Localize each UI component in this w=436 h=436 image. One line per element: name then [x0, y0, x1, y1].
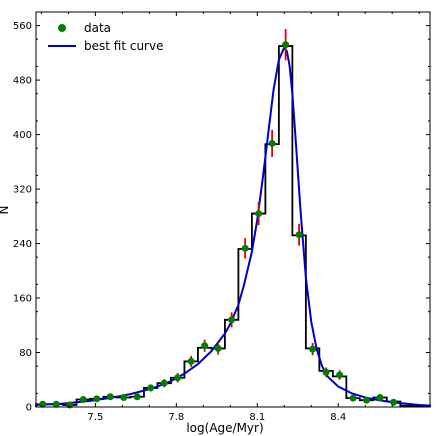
data-point: [201, 342, 209, 350]
data-point: [282, 41, 290, 49]
y-tick-label: 400: [13, 130, 32, 141]
y-axis-label: N: [0, 206, 11, 215]
x-tick-label: 8.1: [249, 412, 265, 423]
data-point: [79, 396, 87, 404]
data-point: [309, 345, 317, 353]
data-point: [228, 316, 236, 324]
data-point: [52, 400, 60, 408]
data-points: [39, 29, 398, 409]
plot-frame: [35, 11, 431, 408]
y-tick-label: 560: [13, 21, 32, 32]
legend-label-fit: best fit curve: [84, 39, 163, 53]
data-point: [214, 344, 222, 352]
legend: data best fit curve: [48, 21, 163, 53]
histogram: [35, 45, 431, 407]
data-point: [174, 374, 182, 382]
legend-label-data: data: [84, 21, 111, 35]
data-point: [268, 139, 276, 147]
data-point: [241, 244, 249, 252]
data-point: [363, 396, 371, 404]
data-point: [376, 393, 384, 401]
y-tick-label: 160: [13, 294, 32, 305]
data-point: [187, 357, 195, 365]
fit-curve-line: [35, 45, 431, 407]
histogram-outline: [35, 45, 431, 407]
axes: [35, 11, 431, 408]
data-point: [390, 398, 398, 406]
data-point: [322, 368, 330, 376]
data-point: [133, 393, 141, 401]
data-point: [255, 210, 263, 218]
y-tick-label: 480: [13, 76, 32, 87]
y-tick-label: 320: [13, 185, 32, 196]
legend-marker-data: [58, 24, 66, 32]
data-point: [147, 384, 155, 392]
data-point: [160, 379, 168, 387]
x-tick-label: 7.5: [87, 412, 103, 423]
data-point: [93, 395, 101, 403]
x-axis-label: log(Age/Myr): [186, 421, 263, 435]
data-point: [349, 394, 357, 402]
y-tick-label: 0: [26, 403, 32, 414]
data-point: [120, 393, 128, 401]
x-tick-label: 7.8: [168, 412, 184, 423]
y-tick-label: 80: [19, 348, 32, 359]
data-point: [106, 393, 114, 401]
data-point: [295, 231, 303, 239]
fit-curve-layer: [35, 45, 431, 407]
y-tick-label: 240: [13, 239, 32, 250]
ticks: 0 80 160 240 320 400 480 560 7.5 7.8 8.1 8.4: [13, 12, 430, 423]
x-tick-label: 8.4: [330, 412, 346, 423]
data-point: [336, 371, 344, 379]
